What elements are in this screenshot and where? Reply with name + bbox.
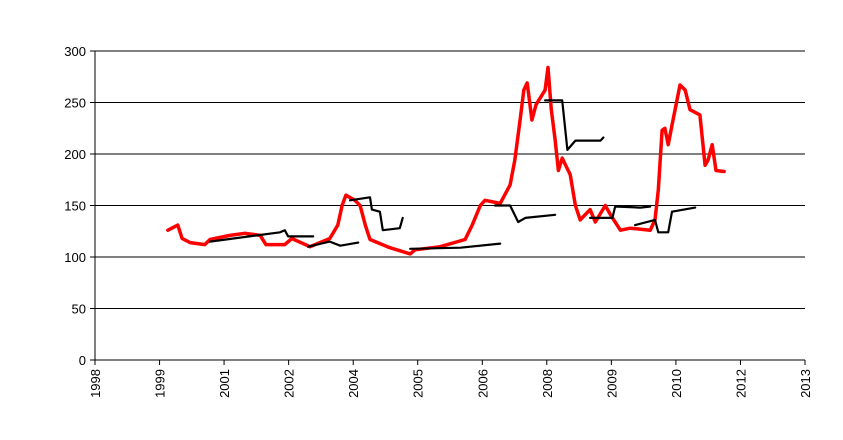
x-tick-label: 2001 <box>217 369 232 398</box>
y-tick-label: 300 <box>64 44 86 59</box>
line-series <box>208 99 697 250</box>
x-tick-label: 2004 <box>346 369 361 398</box>
x-tick-label: 1999 <box>153 369 168 398</box>
line-series <box>166 65 726 256</box>
x-tick-label: 2006 <box>475 369 490 398</box>
x-tick-label: 2008 <box>540 369 555 398</box>
x-tick-label: 2012 <box>733 369 748 398</box>
x-tick-label: 2013 <box>798 369 813 398</box>
x-tick-label: 1998 <box>88 369 103 398</box>
y-tick-label: 0 <box>79 353 86 368</box>
x-tick-label: 2005 <box>411 369 426 398</box>
y-tick-label: 200 <box>64 147 86 162</box>
y-tick-label: 250 <box>64 96 86 111</box>
y-tick-label: 150 <box>64 199 86 214</box>
y-tick-label: 100 <box>64 250 86 265</box>
y-tick-label: 50 <box>72 302 86 317</box>
x-tick-label: 2002 <box>282 369 297 398</box>
x-tick-label: 2010 <box>669 369 684 398</box>
x-tick-label: 2009 <box>604 369 619 398</box>
